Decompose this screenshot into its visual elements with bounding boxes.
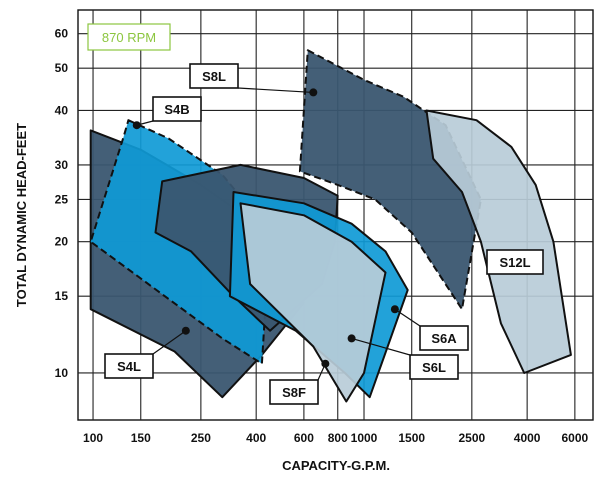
label-box-s12l — [486, 249, 544, 275]
marker-dot-s4l — [181, 326, 190, 335]
y-tick-label: 10 — [55, 366, 69, 380]
series-layer — [89, 49, 572, 403]
label-box-s6a — [419, 325, 469, 351]
x-tick-label: 250 — [191, 431, 211, 445]
region-s6l — [239, 202, 387, 403]
leader-line-s6a — [394, 308, 421, 327]
label-box-s8l — [189, 63, 239, 89]
marker-dot-s6a — [390, 305, 399, 314]
x-tick-label: 2500 — [458, 431, 485, 445]
marker-dot-s8f — [321, 359, 330, 368]
label-box-s4l — [104, 353, 154, 379]
label-box-s6l — [409, 354, 459, 380]
series-label-s6l: S6L — [422, 360, 446, 375]
y-tick-label: 40 — [55, 103, 69, 117]
y-tick-label: 50 — [55, 61, 69, 75]
region-s12l — [425, 109, 572, 374]
leader-line-s6l — [351, 337, 411, 356]
region-s8l — [298, 49, 482, 311]
series-label-s6a: S6A — [431, 331, 457, 346]
y-tick-label: 30 — [55, 158, 69, 172]
x-tick-label: 400 — [246, 431, 266, 445]
series-label-s4b: S4B — [164, 102, 189, 117]
x-tick-label: 800 — [328, 431, 348, 445]
label-box-s4b — [152, 96, 202, 122]
series-label-s8f: S8F — [282, 385, 306, 400]
x-tick-label: 100 — [83, 431, 103, 445]
tick-layer: 100 150 250 400 600 800 1000 1500 2500 4000 6000 10… — [55, 27, 589, 445]
x-tick-label: 150 — [131, 431, 151, 445]
series-label-s8l: S8L — [202, 69, 226, 84]
y-tick-label: 15 — [55, 289, 69, 303]
marker-dot-s4b — [132, 121, 141, 130]
speed-badge-box — [87, 23, 171, 51]
y-tick-label: 60 — [55, 27, 69, 41]
callout-layer: S8L S4B S12L S6A S6L S8F S4L — [104, 63, 544, 405]
speed-badge: 870 RPM — [87, 23, 171, 51]
x-axis-title: CAPACITY-G.P.M. — [282, 458, 390, 473]
marker-dot-s6l — [347, 334, 356, 343]
series-label-s12l: S12L — [499, 255, 530, 270]
x-tick-label: 6000 — [562, 431, 589, 445]
series-label-s4l: S4L — [117, 359, 141, 374]
leader-line-s8l — [237, 87, 314, 94]
y-tick-label: 25 — [55, 192, 69, 206]
y-tick-label: 20 — [55, 235, 69, 249]
y-axis-title: TOTAL DYNAMIC HEAD-FEET — [14, 123, 29, 307]
label-box-s8f — [269, 379, 319, 405]
x-tick-label: 600 — [294, 431, 314, 445]
speed-badge-text: 870 RPM — [102, 30, 156, 45]
x-tick-label: 4000 — [514, 431, 541, 445]
leader-line-s4l — [152, 330, 187, 355]
marker-dot-s8l — [309, 88, 318, 97]
x-tick-label: 1500 — [398, 431, 425, 445]
x-tick-label: 1000 — [351, 431, 378, 445]
